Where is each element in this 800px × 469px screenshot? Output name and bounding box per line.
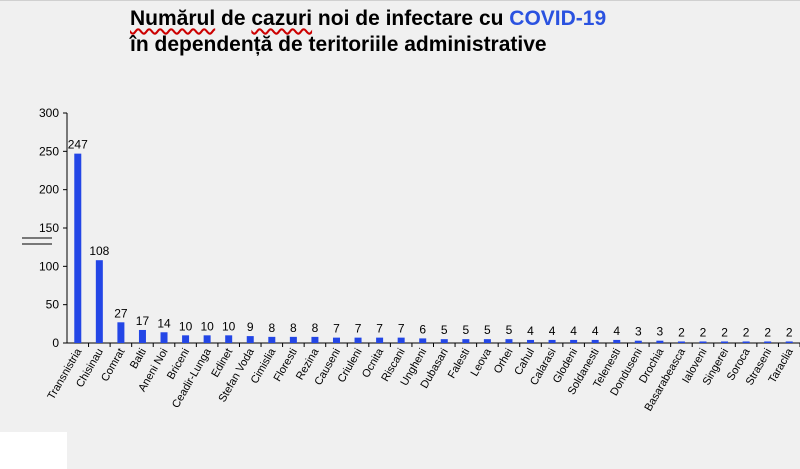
y-tick-label: 250	[39, 144, 59, 158]
bar	[764, 341, 772, 343]
data-label: 17	[136, 314, 150, 328]
data-label: 7	[355, 322, 362, 336]
bar	[182, 335, 190, 343]
y-tick-label: 100	[39, 259, 59, 273]
title-line-2: în dependență de teritoriile administrat…	[130, 33, 547, 56]
data-label: 3	[657, 325, 664, 339]
y-tick-labels: 0 50 100 150 200 250 300	[39, 106, 59, 350]
x-tick-label: Falesti	[446, 347, 473, 381]
bar	[462, 339, 470, 343]
bar	[742, 341, 750, 343]
y-tick-label: 50	[46, 298, 60, 312]
bar	[95, 260, 103, 343]
data-label: 8	[290, 321, 297, 335]
bar	[505, 339, 513, 343]
bar	[160, 332, 168, 343]
data-label: 10	[200, 319, 214, 333]
bar	[785, 341, 793, 343]
bar	[332, 337, 340, 343]
data-label: 5	[506, 323, 513, 337]
data-label: 6	[419, 322, 426, 336]
data-label: 10	[222, 319, 236, 333]
bar	[440, 339, 448, 343]
data-label: 4	[570, 324, 577, 338]
bar	[483, 339, 491, 343]
bar	[527, 339, 535, 343]
bar	[203, 335, 211, 343]
bar	[138, 329, 146, 343]
bar	[117, 322, 125, 343]
bar	[268, 336, 276, 343]
y-tick-label: 300	[39, 106, 59, 120]
y-tick-label: 200	[39, 183, 59, 197]
bar	[419, 338, 427, 343]
data-label: 5	[441, 323, 448, 337]
data-label: 2	[700, 325, 707, 339]
bar	[246, 336, 254, 343]
y-tick-label: 150	[39, 221, 59, 235]
data-label: 5	[462, 323, 469, 337]
data-label: 27	[114, 306, 128, 320]
bar	[591, 339, 599, 343]
bar	[354, 337, 362, 343]
data-label: 2	[678, 325, 685, 339]
chart-title: Numărul de cazuri noi de infectare cu CO…	[130, 6, 606, 58]
bar	[376, 337, 384, 343]
y-tick-label: 0	[52, 336, 59, 350]
data-label: 2	[743, 325, 750, 339]
chart-axes	[22, 112, 800, 347]
corner-panel	[0, 432, 67, 469]
title-word-numarul: Numărul	[130, 7, 216, 30]
data-label: 14	[157, 316, 171, 330]
bar	[677, 341, 685, 343]
data-label: 2	[786, 325, 793, 339]
bar	[721, 341, 729, 343]
data-label: 2	[764, 325, 771, 339]
title-covid-highlight: COVID-19	[509, 7, 607, 30]
title-word-cazuri: cazuri	[251, 7, 313, 30]
x-tick-label: Balti	[128, 347, 149, 372]
data-label: 8	[268, 321, 275, 335]
data-label: 7	[333, 322, 340, 336]
data-label: 4	[549, 324, 556, 338]
data-label: 10	[179, 319, 193, 333]
data-label: 8	[312, 321, 319, 335]
title-text-middle: noi de infectare cu	[312, 7, 510, 30]
data-label: 2	[721, 325, 728, 339]
bar	[699, 341, 707, 343]
bar	[634, 340, 642, 343]
data-label: 7	[376, 322, 383, 336]
chart-bars	[74, 153, 793, 343]
bar	[570, 339, 578, 343]
data-label: 4	[613, 324, 620, 338]
bar	[289, 336, 297, 343]
bar	[225, 335, 233, 343]
data-label: 3	[635, 325, 642, 339]
bar	[548, 339, 556, 343]
bar	[656, 340, 664, 343]
data-label: 108	[89, 244, 109, 258]
title-line-1: Numărul de cazuri noi de infectare cu CO…	[130, 6, 606, 32]
data-label: 5	[484, 323, 491, 337]
data-label: 9	[247, 320, 254, 334]
data-label: 4	[592, 324, 599, 338]
bar	[311, 336, 319, 343]
bar	[74, 153, 82, 343]
data-label: 7	[398, 322, 405, 336]
data-label: 247	[68, 138, 88, 152]
data-label: 4	[527, 324, 534, 338]
title-word-de: de	[215, 7, 252, 30]
bar	[613, 339, 621, 343]
top-border	[0, 0, 800, 1]
bar	[397, 337, 405, 343]
x-tick-label: Leova	[469, 346, 495, 379]
